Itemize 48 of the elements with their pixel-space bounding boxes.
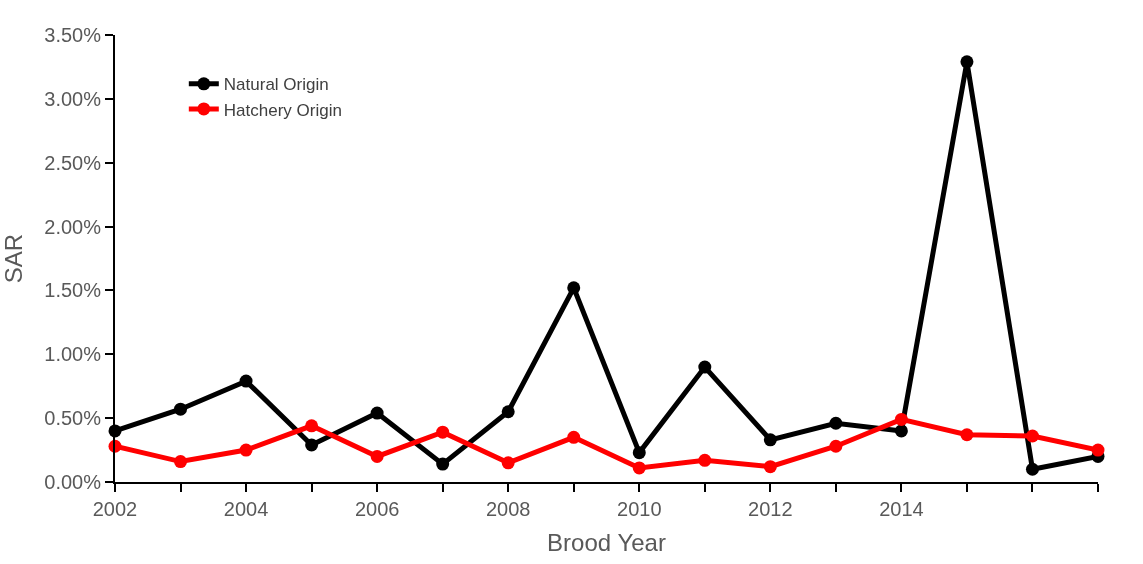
point [763,433,777,447]
point [829,416,843,430]
point [567,281,581,295]
y-axis-title: SAR [0,233,27,284]
point [632,446,646,460]
point [1025,429,1039,443]
point [370,449,384,463]
point [239,374,253,388]
point [436,425,450,439]
point [305,419,319,433]
legend-label: Natural Origin [223,75,329,95]
x-tick-label: 2002 [92,498,138,520]
point [174,402,188,416]
x-tick-label: 2010 [617,498,662,520]
point [763,460,777,474]
point [1025,462,1039,476]
point [567,430,581,444]
y-tick-label: 2.50% [44,151,102,174]
point [698,360,712,374]
y-tick-label: 1.00% [44,343,102,366]
point [960,55,974,69]
point [370,406,384,420]
legend-label: Hatchery Origin [223,100,342,120]
point [894,424,908,438]
point [894,412,908,426]
point [501,456,515,470]
point [829,439,843,453]
y-tick-label: 3.00% [44,87,102,110]
point [1091,443,1105,457]
x-axis-title: Brood Year [547,528,666,556]
point [632,461,646,475]
point [239,443,253,457]
y-tick-label: 3.50% [44,24,102,46]
x-tick-label: 2004 [223,498,269,520]
point [174,455,188,469]
x-tick-label: 2008 [485,498,531,520]
y-tick-label: 1.50% [44,279,102,302]
point [436,457,450,471]
y-tick-label: 0.50% [44,407,102,430]
x-tick-label: 2014 [879,498,924,520]
x-tick-label: 2012 [748,498,793,520]
point [960,428,974,442]
point [698,453,712,467]
point [501,405,515,419]
x-tick-label: 2006 [354,498,400,520]
y-tick-label: 2.00% [44,215,102,238]
point [305,438,319,452]
y-tick-label: 0.00% [44,471,102,493]
